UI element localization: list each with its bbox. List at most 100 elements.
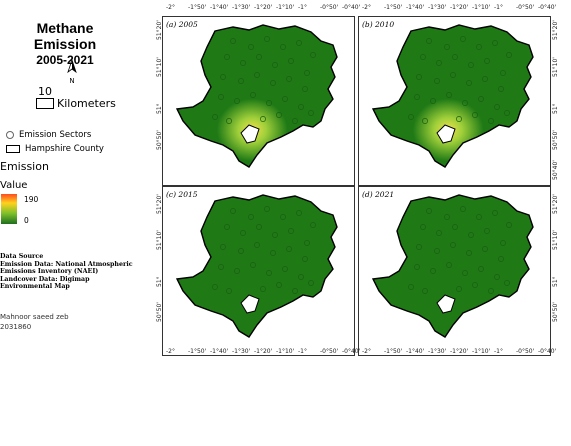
emission-sector-marker	[466, 250, 472, 256]
emission-sector-marker	[238, 78, 244, 84]
emission-sector-marker	[276, 282, 282, 288]
longitude-label: -1°20'	[254, 348, 273, 355]
emission-map	[371, 194, 534, 338]
longitude-label: -1°20'	[254, 4, 273, 11]
longitude-label: -1°	[494, 348, 503, 355]
emission-sector-marker	[226, 118, 232, 124]
emission-sector-marker	[416, 244, 422, 250]
emission-sector-marker	[298, 104, 304, 110]
emission-sector-marker	[272, 62, 278, 68]
emission-sector-marker	[226, 288, 232, 294]
latitude-label: 51°10'	[156, 230, 163, 250]
scale-value: 10	[38, 85, 52, 98]
emission-sector-marker	[256, 54, 262, 60]
emission-map	[175, 24, 338, 168]
latitude-label: 51°	[552, 276, 559, 287]
emission-sector-marker	[240, 60, 246, 66]
emission-sector-marker	[260, 286, 266, 292]
latitude-label: 50°50'	[156, 130, 163, 150]
emission-map	[371, 24, 534, 168]
longitude-label: -0°50'	[320, 348, 339, 355]
longitude-label: -2°	[362, 348, 371, 355]
emission-sector-marker	[420, 54, 426, 60]
emission-sector-symbol-icon	[6, 131, 14, 139]
longitude-label: -1°30'	[232, 348, 251, 355]
emission-sector-marker	[408, 284, 414, 290]
map-panel: (c) 2015	[162, 186, 355, 356]
emission-sector-marker	[276, 112, 282, 118]
emission-sector-marker	[296, 210, 302, 216]
panel-label: (b) 2010	[362, 20, 395, 29]
longitude-label: -1°40'	[210, 4, 229, 11]
latitude-label: 50°50'	[552, 302, 559, 322]
emission-sector-marker	[434, 78, 440, 84]
emission-sector-marker	[506, 52, 512, 58]
hampshire-county-outline	[371, 194, 534, 338]
longitude-label: -1°30'	[428, 4, 447, 11]
emission-sector-marker	[408, 114, 414, 120]
latitude-label: 51°20'	[552, 20, 559, 40]
emission-sector-marker	[240, 230, 246, 236]
emission-sector-marker	[302, 86, 308, 92]
emission-sector-marker	[472, 282, 478, 288]
legend-county: Hampshire County	[6, 144, 104, 154]
author-block: Mahnoor saeed zeb 2031860	[0, 312, 69, 332]
longitude-label: -1°50'	[188, 4, 207, 11]
emission-sector-marker	[420, 224, 426, 230]
emission-sector-marker	[460, 206, 466, 212]
latitude-label: 50°40'	[552, 160, 559, 180]
emission-sector-marker	[234, 268, 240, 274]
longitude-label: -1°10'	[472, 348, 491, 355]
longitude-label: -1°40'	[406, 348, 425, 355]
longitude-label: -0°50'	[516, 4, 535, 11]
longitude-label: -0°50'	[516, 348, 535, 355]
ramp-max-label: 190	[24, 195, 39, 204]
emission-sector-marker	[472, 112, 478, 118]
emission-sector-marker	[230, 38, 236, 44]
emission-sector-marker	[426, 38, 432, 44]
emission-sector-marker	[292, 118, 298, 124]
emission-sector-marker	[468, 232, 474, 238]
emission-sector-marker	[430, 98, 436, 104]
longitude-label: -0°50'	[320, 4, 339, 11]
panel-label: (d) 2021	[362, 190, 395, 199]
emission-sector-marker	[492, 210, 498, 216]
emission-sector-marker	[462, 100, 468, 106]
latitude-label: 51°20'	[156, 20, 163, 40]
emission-sector-marker	[414, 94, 420, 100]
emission-sector-marker	[500, 240, 506, 246]
north-label: N	[69, 77, 74, 85]
emission-sector-marker	[506, 222, 512, 228]
longitude-label: -2°	[166, 348, 175, 355]
emission-sector-marker	[248, 214, 254, 220]
emission-sector-marker	[504, 280, 510, 286]
latitude-label: 51°10'	[552, 57, 559, 77]
emission-sector-marker	[476, 44, 482, 50]
ramp-min-label: 0	[24, 216, 29, 225]
value-heading: Value	[0, 180, 28, 191]
emission-sector-marker	[230, 208, 236, 214]
emission-sector-marker	[212, 284, 218, 290]
emission-sector-marker	[282, 266, 288, 272]
emission-sector-marker	[218, 264, 224, 270]
emission-sector-marker	[220, 74, 226, 80]
longitude-label: -1°40'	[406, 4, 425, 11]
longitude-label: -1°20'	[450, 4, 469, 11]
emission-sector-marker	[248, 44, 254, 50]
emission-sector-marker	[488, 288, 494, 294]
emission-sector-marker	[444, 44, 450, 50]
latitude-label: 51°	[156, 103, 163, 114]
longitude-label: -1°	[298, 348, 307, 355]
emission-sector-marker	[264, 36, 270, 42]
emission-sector-marker	[476, 214, 482, 220]
map-panel: (d) 2021	[358, 186, 551, 356]
emission-sector-marker	[308, 280, 314, 286]
emission-sector-marker	[450, 242, 456, 248]
harbour-cutout	[240, 294, 260, 314]
emission-sector-marker	[460, 36, 466, 42]
data-source-block: Data Source Emission Data: National Atmo…	[0, 253, 133, 291]
scale-unit: Kilometers	[57, 97, 116, 110]
emission-sector-marker	[482, 76, 488, 82]
emission-sector-marker	[492, 40, 498, 46]
longitude-label: -1°	[494, 4, 503, 11]
